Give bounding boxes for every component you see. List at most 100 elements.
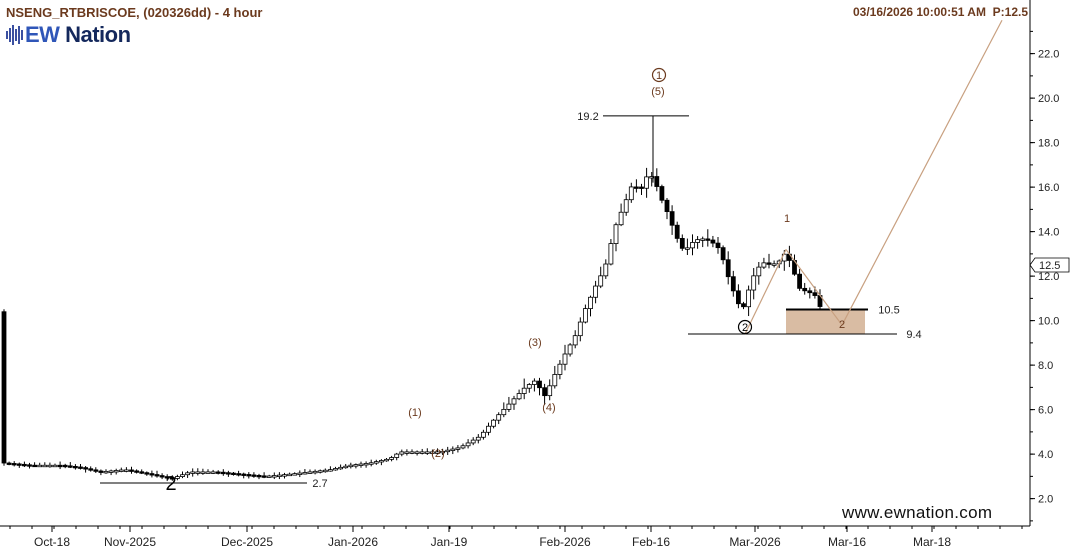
candle-down (93, 469, 99, 472)
x-tick-label: Jan-2026 (328, 535, 378, 549)
y-tick-label: 16.0 (1038, 182, 1059, 194)
wave-label-major-2: 2 (165, 473, 176, 495)
candle-up (195, 471, 201, 474)
wave-label-circled-1: 1 (656, 70, 662, 82)
x-tick-label: Feb-16 (632, 535, 670, 549)
candle-up (302, 472, 308, 475)
candle-up (373, 461, 379, 464)
candle-down (725, 259, 731, 278)
candle-up (746, 289, 751, 308)
wave-label-minor-1: 1 (784, 213, 790, 225)
candle-down (542, 387, 547, 397)
candle-up (455, 447, 461, 450)
level-label-2-7: 2.7 (312, 478, 327, 490)
candle-down (88, 468, 94, 471)
candle-up (322, 469, 328, 473)
candle-up (435, 451, 440, 454)
candle-down (730, 276, 736, 292)
candle-up (348, 464, 354, 468)
candle-up (460, 445, 466, 449)
candle-up (506, 403, 512, 410)
projection-line (785, 249, 843, 326)
candle-up (47, 464, 53, 468)
candle-up (450, 448, 456, 451)
candle-up (756, 266, 762, 277)
candle-up (623, 199, 629, 213)
candle-down (720, 247, 726, 261)
candle-up (317, 470, 323, 473)
candle-down (241, 473, 247, 476)
candle-down (6, 462, 12, 465)
candle-down (802, 287, 808, 292)
candle-up (389, 457, 395, 460)
y-tick-label: 2.0 (1038, 494, 1053, 506)
y-tick-label: 4.0 (1038, 449, 1053, 461)
candle-up (42, 464, 48, 468)
candle-down (16, 463, 22, 466)
candle-down (246, 474, 252, 477)
x-tick-label: Mar-2026 (729, 535, 781, 549)
candle-up (429, 451, 435, 454)
target-zone-box (786, 309, 865, 334)
candle-up (297, 472, 303, 475)
candlestick-bars-icon (6, 24, 23, 46)
wave-label-1: (1) (408, 407, 421, 419)
y-tick-label: 12.0 (1038, 271, 1059, 283)
y-tick-label: 20.0 (1038, 93, 1059, 105)
candle-up (103, 470, 109, 474)
candle-down (231, 472, 236, 476)
candle-down (67, 465, 73, 468)
candle-up (470, 439, 476, 444)
candle-down (73, 465, 78, 469)
candle-down (639, 186, 644, 189)
candle-up (118, 469, 124, 472)
projection-line (841, 19, 1003, 326)
candle-up (526, 384, 532, 389)
candle-down (83, 467, 88, 470)
candle-down (705, 238, 711, 241)
candle-down (741, 303, 746, 308)
candle-up (572, 335, 578, 346)
candle-up (358, 463, 364, 466)
current-price-marker (1029, 257, 1070, 273)
candle-down (766, 262, 772, 265)
candle-down (251, 474, 257, 477)
candle-up (368, 462, 374, 465)
website-url: www.ewnation.com (842, 503, 993, 522)
price-label: P:12.5 (992, 5, 1028, 19)
x-tick-label: Dec-2025 (221, 535, 273, 549)
candle-down (164, 476, 170, 479)
candle-up (690, 242, 695, 249)
candle-up (307, 471, 313, 474)
candle-down (149, 473, 155, 476)
candle-up (124, 469, 129, 472)
chart-title: NSENG_RTBRISCOE, (020326dd) - 4 hour (6, 5, 263, 20)
candle-down (669, 211, 675, 226)
wave-circle-2 (737, 319, 753, 335)
candle-up (628, 186, 634, 201)
candle-down (129, 469, 134, 472)
candle-up (644, 176, 649, 189)
x-tick-label: Feb-2026 (539, 535, 591, 549)
projection-line (744, 249, 787, 335)
candle-up (363, 463, 369, 466)
candle-up (685, 247, 690, 250)
candle-down (78, 466, 83, 469)
candle-up (511, 398, 517, 405)
candle-down (1, 311, 7, 464)
candle-down (537, 380, 542, 389)
candle-down (664, 199, 670, 213)
candle-up (465, 442, 471, 447)
candle-down (659, 186, 665, 201)
candle-down (807, 290, 813, 294)
candle-down (654, 176, 660, 187)
y-tick-label: 18.0 (1038, 138, 1059, 150)
y-tick-label: 14.0 (1038, 227, 1059, 239)
x-tick-label: Oct-18 (34, 535, 70, 549)
logo-text: EW Nation (25, 22, 131, 47)
candle-down (144, 472, 150, 475)
candle-up (618, 211, 624, 226)
candle-up (440, 450, 446, 454)
candle-down (679, 238, 685, 249)
wave-label-5: (5) (651, 86, 664, 98)
